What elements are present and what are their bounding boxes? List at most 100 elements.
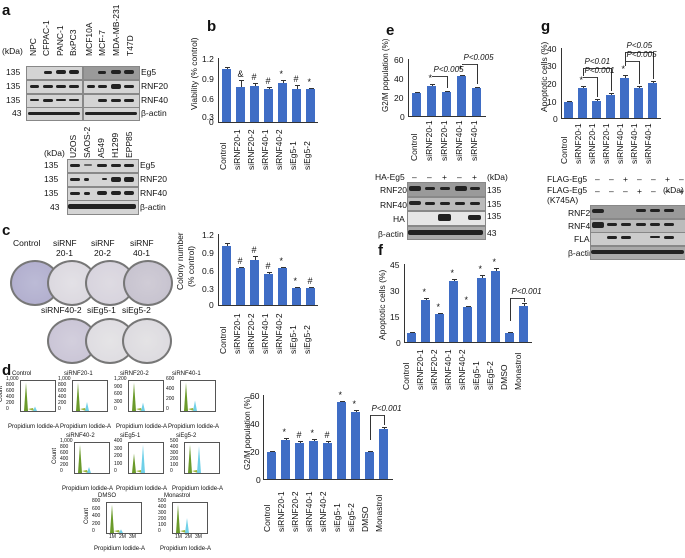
- histogram-title: Control: [12, 371, 32, 377]
- error-bar: [453, 278, 455, 282]
- histogram-title: siRNF40-1: [172, 371, 201, 377]
- bar: [278, 82, 287, 122]
- plate-label: Control: [13, 238, 41, 248]
- y-tick: 400: [92, 513, 101, 519]
- lane-label: MCF10A: [84, 22, 94, 56]
- x-tick: siRNF40-1: [615, 123, 625, 164]
- kda-label: (kDa): [663, 185, 684, 195]
- y-tick: 30: [547, 61, 557, 71]
- protein-label: β-actin: [140, 202, 166, 212]
- y-tick: 0.6: [202, 94, 214, 104]
- kda-marker: 135: [487, 211, 502, 221]
- kda-marker: 43: [50, 202, 60, 212]
- y-tick: 1.2: [202, 54, 214, 64]
- y-tick: 600: [6, 388, 15, 394]
- significance-marker: &: [237, 68, 244, 79]
- x-tick: siRNF40-1: [304, 491, 314, 532]
- error-bar: [282, 79, 284, 83]
- y-tick: 100: [170, 462, 179, 468]
- y-tick: 200: [170, 456, 179, 462]
- error-bar: [254, 83, 256, 87]
- x-axis-label: Propidium Iodide-A: [94, 546, 146, 552]
- sign: +: [472, 172, 477, 182]
- bar: [442, 92, 451, 116]
- y-tick: 200: [60, 462, 69, 468]
- significance-marker: *: [307, 76, 312, 87]
- histogram-title: Monastrol: [164, 493, 191, 499]
- lane-label: H1299: [110, 132, 120, 158]
- y-tick: 0.9: [202, 248, 214, 258]
- x-tick: 3M: [129, 534, 136, 540]
- x-tick: siEg5-1: [288, 325, 298, 354]
- x-tick: siEg5-2: [485, 361, 495, 390]
- kda-label: (kDa): [44, 148, 65, 158]
- protein-label: RNF40: [380, 200, 407, 210]
- y-axis-label: G2/M population (%): [243, 396, 252, 470]
- blot-strip: [26, 66, 83, 80]
- significance-marker: *: [450, 267, 455, 278]
- x-axis-label: Propidium Iodide-A: [168, 424, 220, 430]
- p-value-label: P<0.005: [463, 53, 494, 62]
- kda-marker: 135: [6, 81, 21, 91]
- bar: [365, 452, 374, 479]
- y-tick: 20: [547, 79, 557, 89]
- sign: –: [637, 174, 642, 184]
- sign: +: [442, 172, 447, 182]
- bar: [648, 83, 657, 118]
- protein-label: β-actin: [568, 248, 594, 258]
- bar: [222, 68, 231, 122]
- y-tick: 15: [390, 312, 400, 322]
- y-tick: 1,200: [114, 376, 127, 382]
- bar: [412, 93, 421, 116]
- error-bar: [495, 268, 497, 271]
- bar: [351, 411, 360, 479]
- y-tick: 200: [166, 396, 175, 402]
- histogram-plot: [180, 380, 216, 412]
- x-tick: DMSO: [360, 506, 370, 533]
- significance-marker: #: [293, 74, 299, 85]
- histogram-title: siEg5-1: [120, 433, 141, 439]
- y-tick: 45: [390, 260, 400, 270]
- protein-label: RNF20: [568, 208, 595, 218]
- plate-label: 20-1: [56, 248, 74, 258]
- bar: [578, 88, 587, 118]
- bar: [634, 88, 643, 118]
- blot-strip: [67, 173, 139, 187]
- significance-marker: *: [310, 428, 315, 439]
- x-tick: Control: [262, 504, 272, 532]
- x-tick: 1M: [175, 534, 182, 540]
- significance-marker: *: [422, 287, 427, 298]
- y-tick: 100: [114, 460, 123, 467]
- x-tick: siEg5-1: [471, 361, 481, 390]
- y-tick: 0: [158, 528, 161, 534]
- error-bar: [313, 439, 315, 442]
- y-tick: 200: [158, 516, 167, 522]
- p-value-label: P<0.001: [511, 287, 542, 296]
- x-axis-label: Propidium Iodide-A: [8, 424, 60, 430]
- significance-marker: #: [251, 72, 257, 83]
- plate-label: siEg5-2: [122, 305, 151, 315]
- bar: [435, 314, 444, 342]
- ha-eg5-label: HA-Eg5: [375, 172, 405, 182]
- sign: –: [665, 186, 670, 196]
- y-tick: 0: [553, 114, 558, 124]
- x-tick: siEg5-2: [302, 325, 312, 354]
- significance-marker: *: [293, 276, 298, 287]
- y-tick: 800: [60, 444, 69, 450]
- x-tick: siRNF40-2: [274, 129, 284, 170]
- y-tick: 0.3: [202, 284, 214, 294]
- y-tick: 600: [60, 450, 69, 456]
- blot-strip: [590, 205, 685, 219]
- bar: [323, 442, 332, 479]
- panel-d-label: d: [2, 362, 12, 379]
- y-tick: 30: [390, 286, 400, 296]
- bar: [250, 260, 259, 305]
- bar: [222, 245, 231, 305]
- panel-e-label: e: [386, 22, 395, 39]
- y-tick: 0: [209, 117, 214, 127]
- x-axis-label: Propidium Iodide-A: [160, 546, 212, 552]
- histogram-title: siRNF20-1: [64, 371, 93, 377]
- bar: [427, 85, 436, 116]
- bar: [379, 428, 388, 479]
- kda-label: (kDa): [487, 172, 508, 182]
